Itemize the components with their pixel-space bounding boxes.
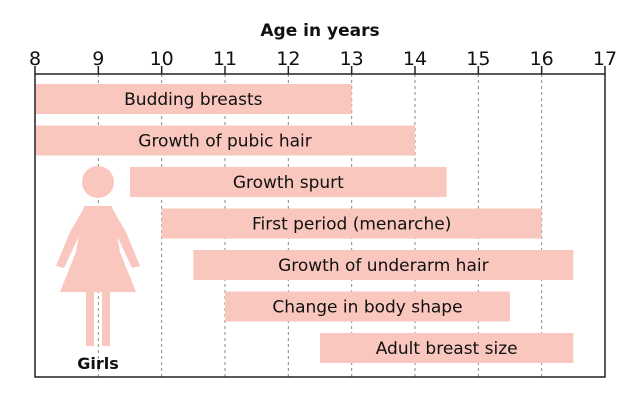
x-tick-label: 17 [593, 48, 617, 70]
figure-dress [60, 206, 136, 292]
plot-frame [34, 73, 606, 378]
figure-left-arm [56, 208, 88, 268]
figure-head [82, 166, 114, 198]
x-tick-label: 16 [530, 48, 554, 70]
x-tick-label: 14 [403, 48, 427, 70]
bar-label: Growth of underarm hair [278, 256, 489, 276]
bar [35, 125, 415, 156]
bar [225, 291, 510, 322]
bar-label: Growth of pubic hair [138, 132, 311, 152]
bar-label: First period (menarche) [252, 215, 451, 235]
bar [193, 250, 574, 280]
figure-right-arm [108, 208, 140, 268]
x-tick-label: 8 [29, 48, 41, 70]
figure-right-leg [102, 290, 110, 346]
bars-group: Budding breasts Growth of pubic hair Growt… [35, 84, 574, 363]
girls-label: Girls [77, 354, 119, 373]
bar [320, 333, 574, 363]
x-tick-label: 15 [466, 48, 490, 70]
x-tick-label: 9 [92, 48, 104, 70]
x-tick-label: 12 [276, 48, 300, 70]
bar-label: Budding breasts [124, 90, 263, 110]
bar [35, 84, 352, 114]
bar-label: Adult breast size [376, 339, 518, 359]
bar-label: Change in body shape [272, 298, 462, 318]
bar [161, 208, 542, 239]
figure-left-leg [86, 290, 94, 346]
x-tick-label: 11 [213, 48, 237, 70]
bar-label: Growth spurt [233, 173, 344, 193]
girl-figure-icon [56, 166, 140, 346]
x-tick-label: 13 [340, 48, 364, 70]
x-axis-ticks: 8 9 10 11 12 13 14 15 16 17 [29, 48, 617, 74]
x-tick-label: 10 [150, 48, 174, 70]
x-axis-title: Age in years [260, 21, 379, 41]
bar [130, 167, 447, 197]
